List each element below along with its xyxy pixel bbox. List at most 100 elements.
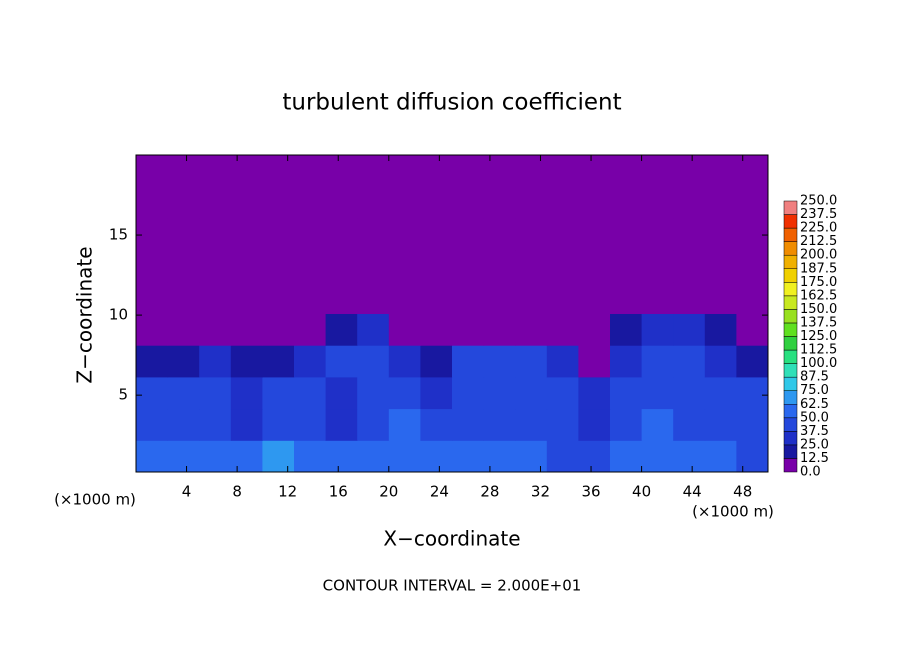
field-cell xyxy=(325,376,358,410)
field-cell xyxy=(578,440,611,473)
field-cell xyxy=(262,281,295,314)
field-cell xyxy=(167,218,200,251)
colorbar-label: 175.0 xyxy=(800,275,837,290)
field-cell xyxy=(357,408,390,441)
field-cell xyxy=(199,250,232,283)
field-cell xyxy=(199,218,232,251)
field-cell xyxy=(325,186,358,219)
field-cell xyxy=(673,250,706,283)
field-cell xyxy=(546,440,579,473)
field-cell xyxy=(578,345,611,378)
field-cell xyxy=(420,281,453,314)
field-cell xyxy=(673,281,706,314)
x-tick-label: 4 xyxy=(182,483,192,501)
field-cell xyxy=(704,218,737,251)
field-cell xyxy=(452,186,485,219)
field-cell xyxy=(294,408,327,441)
field-cell xyxy=(357,345,390,378)
field-cell xyxy=(483,376,516,410)
field-cell xyxy=(610,313,643,346)
field-cell xyxy=(230,281,263,314)
field-cell xyxy=(420,345,453,378)
colorbar-band xyxy=(783,295,798,310)
field-cell xyxy=(262,345,295,378)
x-tick-label: 24 xyxy=(430,483,449,501)
field-cell xyxy=(546,408,579,441)
y-tick-label: 10 xyxy=(109,306,128,324)
x-tick-label: 8 xyxy=(232,483,242,501)
field-cell xyxy=(673,376,706,410)
field-cell xyxy=(578,408,611,441)
field-cell xyxy=(325,218,358,251)
field-cell xyxy=(610,155,643,188)
field-cell xyxy=(641,155,674,188)
field-cell xyxy=(515,313,548,346)
field-cell xyxy=(515,250,548,283)
x-unit: (×1000 m) xyxy=(692,503,774,521)
field-cell xyxy=(673,408,706,441)
field-cell xyxy=(483,345,516,378)
field-cell xyxy=(546,250,579,283)
field-cell xyxy=(673,440,706,473)
field-cell xyxy=(704,440,737,473)
field-cell xyxy=(610,376,643,410)
colorbar-band xyxy=(783,322,798,337)
colorbar-label: 200.0 xyxy=(800,248,837,263)
field-cell xyxy=(546,218,579,251)
colorbar-band xyxy=(783,404,798,419)
colorbar-label: 75.0 xyxy=(800,383,829,398)
field-cell xyxy=(610,250,643,283)
field-cell xyxy=(420,408,453,441)
y-tick-label: 5 xyxy=(118,386,128,404)
field-cell xyxy=(610,408,643,441)
field-cell xyxy=(167,440,200,473)
colorbar-band xyxy=(783,214,798,229)
field-cell xyxy=(515,281,548,314)
field-cell xyxy=(294,345,327,378)
field-cell xyxy=(325,408,358,441)
colorbar-band xyxy=(783,309,798,324)
field-cell xyxy=(736,155,769,188)
colorbar-band xyxy=(783,268,798,283)
field-cell xyxy=(452,218,485,251)
field-cell xyxy=(199,408,232,441)
field-cell xyxy=(578,155,611,188)
field-cell xyxy=(167,281,200,314)
x-unit: (×1000 m) xyxy=(54,491,136,509)
field-cell xyxy=(610,218,643,251)
field-cell xyxy=(673,155,706,188)
field-cell xyxy=(420,155,453,188)
colorbar: 0.012.525.037.550.062.575.087.5100.0112.… xyxy=(783,194,837,480)
field-cell xyxy=(704,250,737,283)
field-cell xyxy=(578,186,611,219)
field-cell xyxy=(515,218,548,251)
x-tick-label: 36 xyxy=(581,483,600,501)
colorbar-band xyxy=(783,458,798,473)
field-cell xyxy=(452,250,485,283)
field-cell xyxy=(199,376,232,410)
field-cell xyxy=(357,313,390,346)
field-cell xyxy=(736,250,769,283)
field-cell xyxy=(230,155,263,188)
field-cell xyxy=(420,376,453,410)
field-cell xyxy=(736,376,769,410)
field-cell xyxy=(294,186,327,219)
colorbar-label: 62.5 xyxy=(800,397,829,412)
field-cell xyxy=(230,376,263,410)
x-tick-label: 32 xyxy=(531,483,550,501)
field-cell xyxy=(483,440,516,473)
field-cell xyxy=(483,186,516,219)
field-cell xyxy=(546,345,579,378)
field-cell xyxy=(610,186,643,219)
field-cell xyxy=(704,186,737,219)
field-cell xyxy=(230,408,263,441)
field-cell xyxy=(325,440,358,473)
colorbar-band xyxy=(783,241,798,256)
field-cell xyxy=(294,313,327,346)
colorbar-label: 0.0 xyxy=(800,465,821,480)
field-cell xyxy=(262,186,295,219)
colorbar-band xyxy=(783,417,798,432)
field-cell xyxy=(388,408,421,441)
field-cell xyxy=(357,186,390,219)
